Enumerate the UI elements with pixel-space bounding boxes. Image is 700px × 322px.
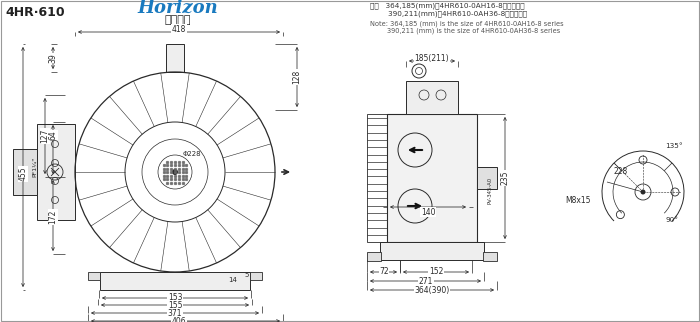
Text: 185(211): 185(211) [414,53,449,62]
Text: 371: 371 [168,308,182,317]
Text: 172: 172 [48,210,57,224]
Text: 390,211(mm)是4HR610-0AH36-8系列的尺寸: 390,211(mm)是4HR610-0AH36-8系列的尺寸 [370,11,527,17]
Text: 64: 64 [48,130,57,140]
Text: 135°: 135° [665,143,682,149]
Circle shape [172,169,178,175]
Text: 72: 72 [379,268,389,277]
Text: PV-345-A0: PV-345-A0 [487,176,492,204]
Text: Note: 364,185 (mm) is the size of 4HR610-0AH16-8 series: Note: 364,185 (mm) is the size of 4HR610… [370,21,564,27]
Text: 235: 235 [500,171,510,185]
Bar [100,272,250,290]
Bar [166,44,184,72]
Text: 406: 406 [172,317,186,322]
Text: 5: 5 [245,272,249,278]
Text: 390,211 (mm) is the size of 4HR610-0AH36-8 series: 390,211 (mm) is the size of 4HR610-0AH36… [370,28,560,34]
Text: 4HR·610: 4HR·610 [5,5,64,18]
Text: 浩然风机: 浩然风机 [164,15,191,25]
Bar [367,252,381,261]
Bar [37,124,75,220]
Bar [387,114,477,242]
Bar [13,149,37,195]
Text: 152: 152 [429,268,443,277]
Bar [483,252,497,261]
Text: 455: 455 [18,167,27,181]
Text: 128: 128 [293,70,302,84]
Text: M8x15: M8x15 [566,195,591,204]
Text: 418: 418 [172,24,186,33]
Bar [406,81,458,114]
Text: 364(390): 364(390) [414,286,449,295]
Bar [367,114,387,242]
Bar [88,272,100,280]
Text: 271: 271 [419,277,433,286]
Text: 228: 228 [614,167,628,176]
Bar [250,272,262,280]
Text: 155: 155 [168,300,182,309]
Text: PF1¼": PF1¼" [32,157,37,177]
Text: Φ228: Φ228 [183,151,202,157]
Text: Horizon: Horizon [138,0,218,17]
Text: 注：   364,185(mm)是4HR610-0AH16-8系列的尺寸: 注： 364,185(mm)是4HR610-0AH16-8系列的尺寸 [370,3,524,9]
Text: 14: 14 [229,277,237,283]
Text: 153: 153 [168,293,182,302]
Bar [477,167,497,189]
Text: 39: 39 [48,53,57,63]
Circle shape [640,190,645,194]
Bar [380,242,484,260]
Text: 127: 127 [41,129,50,143]
Text: 140: 140 [421,207,435,216]
Text: 90°: 90° [665,217,678,223]
